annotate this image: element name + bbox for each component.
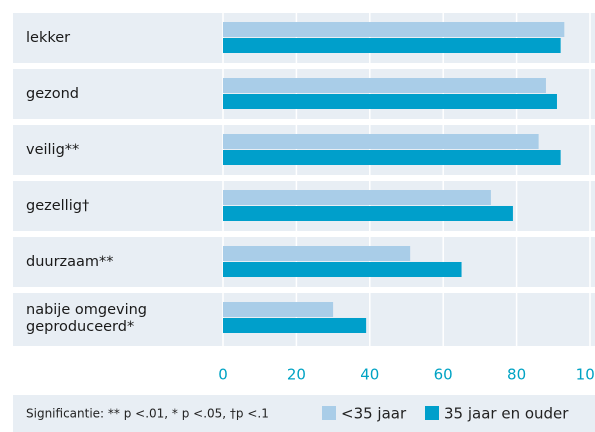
bar bbox=[223, 206, 513, 221]
x-tick-label: 100 bbox=[576, 366, 595, 384]
category-label: veilig** bbox=[26, 141, 80, 158]
legend-label: <35 jaar bbox=[341, 405, 407, 423]
note: Significantie: ** p <.01, * p <.05, †p <… bbox=[26, 407, 269, 421]
legend-strip bbox=[13, 395, 595, 432]
legend-swatch bbox=[322, 406, 336, 420]
legend-label: 35 jaar en ouder bbox=[444, 405, 569, 423]
x-tick-label: 20 bbox=[287, 366, 306, 384]
bar bbox=[223, 78, 546, 93]
legend-swatch bbox=[425, 406, 439, 420]
bar bbox=[223, 318, 367, 333]
category-label: duurzaam** bbox=[26, 253, 114, 270]
x-tick-label: 40 bbox=[360, 366, 379, 384]
category-label: gezond bbox=[26, 85, 80, 102]
x-tick-label: 0 bbox=[218, 366, 228, 384]
bar bbox=[223, 150, 561, 165]
bar bbox=[223, 94, 557, 109]
x-tick-label: 80 bbox=[507, 366, 526, 384]
bar bbox=[223, 22, 565, 37]
bar bbox=[223, 302, 334, 317]
x-tick-label: 60 bbox=[434, 366, 453, 384]
category-label: lekker bbox=[26, 29, 71, 46]
bar bbox=[223, 190, 491, 205]
bar bbox=[223, 134, 539, 149]
bar bbox=[223, 38, 561, 53]
category-label: nabije omgeving geproduceerd* bbox=[26, 302, 147, 335]
bar bbox=[223, 246, 411, 261]
bar bbox=[223, 262, 462, 277]
category-label: gezellig† bbox=[26, 197, 90, 214]
